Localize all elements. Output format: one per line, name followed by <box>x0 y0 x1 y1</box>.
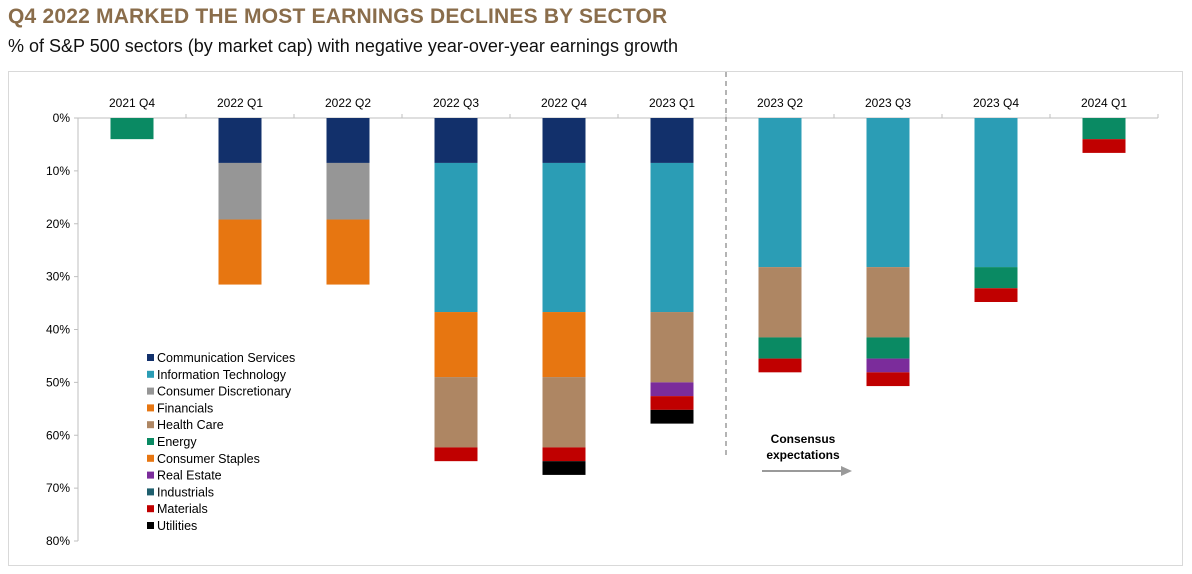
bar-segment <box>542 118 586 163</box>
legend-label: Utilities <box>157 519 197 533</box>
bar-segment <box>542 461 586 475</box>
bar-segment <box>974 288 1018 303</box>
legend-swatch <box>147 354 154 361</box>
legend-swatch <box>147 370 154 378</box>
bar-segment <box>866 372 910 387</box>
legend-label: Materials <box>157 502 208 516</box>
legend-swatch <box>147 454 154 462</box>
bar-segment <box>434 118 478 163</box>
arrow-right-icon <box>841 466 852 476</box>
x-category-label: 2022 Q3 <box>433 96 479 110</box>
legend-swatch <box>147 522 154 529</box>
bar-segment <box>974 267 1018 289</box>
x-category-label: 2022 Q2 <box>325 96 371 110</box>
legend-label: Health Care <box>157 418 224 432</box>
y-tick-label: 40% <box>46 323 70 337</box>
bar-segment <box>758 118 802 268</box>
legend-swatch <box>147 404 154 412</box>
bar-segment <box>326 162 370 220</box>
bar-segment <box>434 377 478 448</box>
y-tick-label: 60% <box>46 428 70 442</box>
consensus-annotation: Consensus expectations <box>762 432 852 476</box>
legend-swatch <box>147 488 154 496</box>
legend-label: Communication Services <box>157 351 295 365</box>
bar-segment <box>974 118 1018 268</box>
bar-segment <box>434 162 478 313</box>
bar-segment <box>542 162 586 313</box>
x-category-label: 2023 Q4 <box>973 96 1019 110</box>
legend-label: Industrials <box>157 485 214 499</box>
bar-segment <box>866 118 910 268</box>
legend-label: Consumer Discretionary <box>157 385 292 399</box>
y-tick-label: 20% <box>46 217 70 231</box>
category-labels: 2021 Q4 2022 Q1 2022 Q2 2022 Q3 2022 Q4 2023 … <box>109 96 1127 110</box>
legend-swatch <box>147 471 154 479</box>
bar-segment <box>434 447 478 462</box>
legend-swatch <box>147 421 154 429</box>
legend-swatch <box>147 438 154 445</box>
bars-layer <box>110 118 1126 475</box>
legend-label: Financials <box>157 401 213 415</box>
legend: Communication Services Information Techno… <box>147 351 295 533</box>
bar-segment <box>542 447 586 462</box>
annotation-text: Consensus <box>771 432 836 446</box>
bar-segment <box>758 337 802 359</box>
bar-segment <box>650 409 694 424</box>
x-category-label: 2022 Q4 <box>541 96 587 110</box>
bar-segment <box>542 312 586 378</box>
y-tick-label: 0% <box>53 111 71 125</box>
bar-segment <box>758 358 802 373</box>
annotation-text: expectations <box>766 448 840 462</box>
bar-segment <box>218 118 262 163</box>
chart-frame <box>8 71 1183 566</box>
bar-segment <box>866 358 910 373</box>
x-category-label: 2023 Q1 <box>649 96 695 110</box>
y-tick-label: 10% <box>46 164 70 178</box>
y-tick-label: 50% <box>46 375 70 389</box>
bar-segment <box>1082 139 1126 153</box>
chart-title: Q4 2022 MARKED THE MOST EARNINGS DECLINE… <box>8 5 668 28</box>
x-category-label: 2023 Q2 <box>757 96 803 110</box>
bar-segment <box>758 267 802 338</box>
chart-subtitle: % of S&P 500 sectors (by market cap) wit… <box>8 36 678 56</box>
x-category-label: 2024 Q1 <box>1081 96 1127 110</box>
legend-label: Consumer Staples <box>157 452 260 466</box>
bar-segment <box>866 267 910 338</box>
bar-segment <box>650 312 694 383</box>
legend-swatch <box>147 505 154 513</box>
bar-segment <box>110 118 154 140</box>
bar-segment <box>650 382 694 397</box>
bar-segment <box>866 337 910 359</box>
bar-segment <box>326 219 370 285</box>
bar-segment <box>650 162 694 313</box>
bar-segment <box>542 377 586 448</box>
bar-segment <box>218 219 262 285</box>
bar-segment <box>434 312 478 378</box>
y-tick-label: 30% <box>46 270 70 284</box>
bar-segment <box>650 396 694 410</box>
legend-label: Real Estate <box>157 469 222 483</box>
x-category-label: 2022 Q1 <box>217 96 263 110</box>
x-category-label: 2023 Q3 <box>865 96 911 110</box>
legend-swatch <box>147 387 154 395</box>
y-tick-label: 80% <box>46 534 70 548</box>
y-tick-label: 70% <box>46 481 70 495</box>
x-category-label: 2021 Q4 <box>109 96 155 110</box>
bar-segment <box>1082 118 1126 140</box>
legend-label: Information Technology <box>157 368 287 382</box>
bar-segment <box>650 118 694 163</box>
bar-segment <box>218 162 262 220</box>
y-tick-labels: 0% 10% 20% 30% 40% 50% 60% 70% 80% <box>46 111 70 548</box>
legend-label: Energy <box>157 435 197 449</box>
bar-segment <box>326 118 370 163</box>
